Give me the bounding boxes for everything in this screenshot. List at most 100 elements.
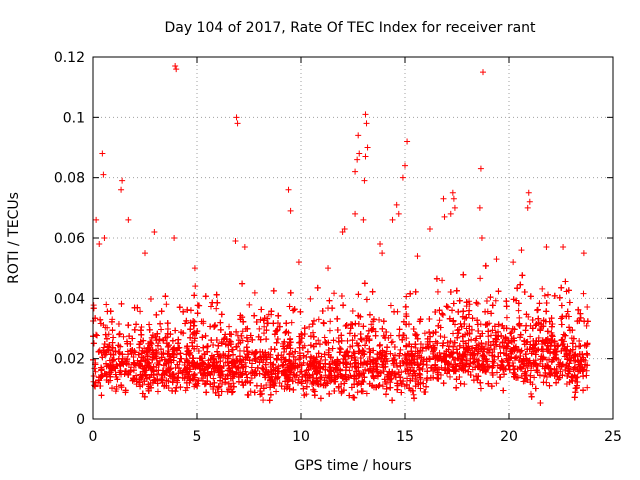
data-point xyxy=(347,343,354,350)
data-point xyxy=(327,318,334,325)
data-point xyxy=(387,302,394,309)
data-point xyxy=(477,275,484,282)
data-point xyxy=(354,389,361,396)
data-point xyxy=(446,373,453,380)
data-point xyxy=(468,345,475,352)
data-point xyxy=(331,290,338,297)
data-point xyxy=(246,301,253,308)
data-point xyxy=(191,318,198,325)
data-point xyxy=(515,307,522,314)
data-point xyxy=(543,374,550,381)
data-point xyxy=(527,333,534,340)
data-point xyxy=(562,366,569,373)
data-point xyxy=(516,314,523,321)
data-point xyxy=(439,277,446,284)
data-point xyxy=(310,329,316,336)
data-point xyxy=(261,323,268,330)
chart-title: Day 104 of 2017, Rate Of TEC Index for r… xyxy=(164,20,536,36)
data-point xyxy=(248,364,255,371)
data-point xyxy=(421,330,428,337)
data-point xyxy=(368,321,375,328)
data-point xyxy=(182,387,189,394)
data-point xyxy=(201,350,208,357)
data-point xyxy=(559,341,566,348)
data-point xyxy=(247,388,254,395)
data-point xyxy=(488,332,495,339)
data-point xyxy=(153,364,160,371)
data-point xyxy=(315,316,322,323)
data-point xyxy=(344,337,351,344)
data-point xyxy=(298,380,305,387)
data-point xyxy=(273,388,280,395)
data-point xyxy=(441,334,448,341)
data-point xyxy=(388,339,395,346)
data-point xyxy=(524,365,531,372)
data-point xyxy=(326,327,333,334)
data-point xyxy=(444,339,451,346)
data-point xyxy=(91,365,98,372)
data-point xyxy=(248,375,255,382)
data-point xyxy=(288,319,295,326)
data-point xyxy=(539,285,546,292)
data-point xyxy=(90,372,97,379)
data-point xyxy=(251,289,258,296)
data-point xyxy=(198,375,205,382)
data-point xyxy=(133,372,140,379)
data-point xyxy=(437,333,444,340)
data-point xyxy=(503,314,510,321)
data-point xyxy=(226,323,233,330)
data-point xyxy=(315,337,322,344)
grid-lines xyxy=(93,57,613,419)
data-point xyxy=(270,361,277,368)
data-point xyxy=(103,301,110,308)
data-point xyxy=(116,331,123,338)
data-point xyxy=(116,350,123,357)
data-point xyxy=(296,356,303,363)
data-point xyxy=(397,346,404,353)
data-point xyxy=(379,383,386,390)
data-point xyxy=(479,343,486,350)
data-point xyxy=(580,290,587,297)
data-points xyxy=(90,63,591,406)
data-point xyxy=(466,301,473,308)
data-point xyxy=(541,292,548,299)
data-point xyxy=(468,336,475,343)
data-point xyxy=(303,354,310,361)
data-point xyxy=(515,321,522,328)
data-point xyxy=(346,367,353,374)
data-point xyxy=(309,371,316,378)
data-point xyxy=(451,321,458,328)
data-point xyxy=(376,316,383,323)
data-point xyxy=(130,353,137,360)
data-point xyxy=(163,301,170,308)
data-point xyxy=(213,305,220,312)
data-point xyxy=(465,337,472,344)
data-point xyxy=(409,364,416,371)
data-point xyxy=(242,359,249,366)
data-point xyxy=(508,329,515,336)
data-point xyxy=(349,308,356,315)
data-point xyxy=(147,339,154,346)
data-point xyxy=(436,317,443,324)
data-point xyxy=(260,330,267,337)
data-point xyxy=(260,397,267,404)
data-point xyxy=(92,368,99,375)
data-point xyxy=(531,374,538,381)
data-point xyxy=(583,322,590,329)
data-point xyxy=(112,388,119,395)
data-point xyxy=(576,337,583,344)
data-point xyxy=(353,367,360,374)
data-point xyxy=(542,369,549,376)
data-point xyxy=(120,333,127,340)
data-point xyxy=(363,390,370,397)
data-point xyxy=(239,328,246,335)
data-point xyxy=(256,325,263,332)
data-point xyxy=(572,343,579,350)
data-point xyxy=(474,300,481,307)
data-point xyxy=(584,303,591,310)
data-point xyxy=(292,356,299,363)
data-point xyxy=(527,390,534,397)
data-point xyxy=(394,363,401,370)
data-point xyxy=(461,381,468,388)
